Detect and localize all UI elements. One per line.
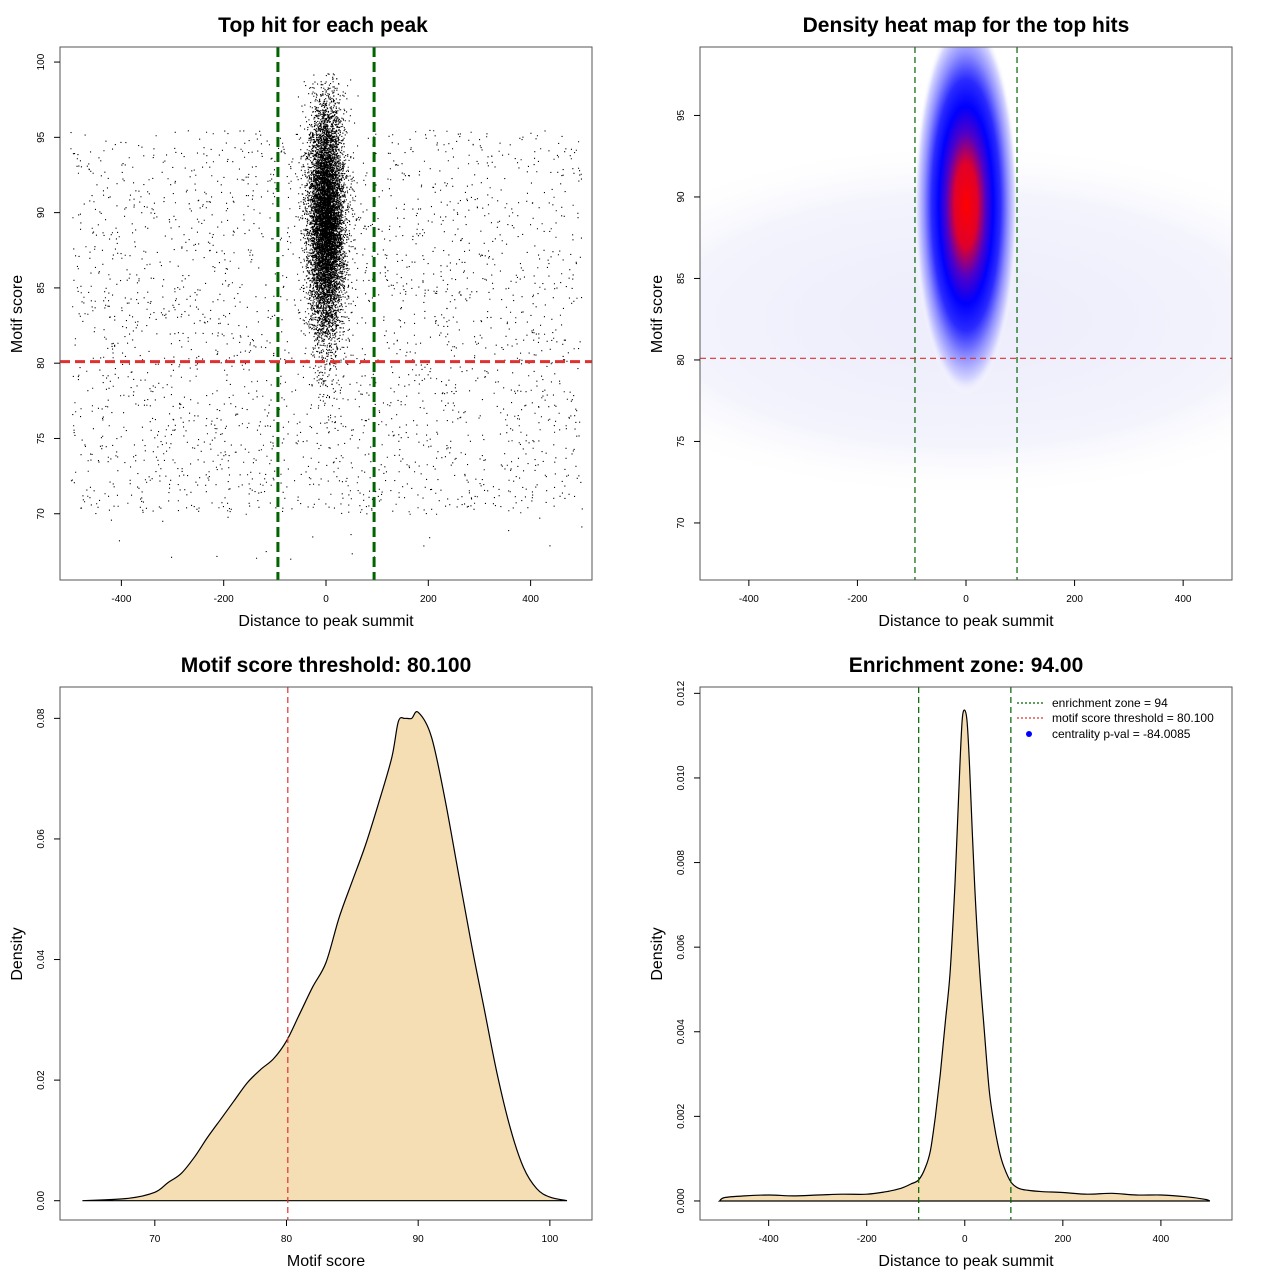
scatter-point-cloud xyxy=(70,73,583,560)
heatmap-xlabel: Distance to peak summit xyxy=(878,613,1054,630)
scatter-y-tick-label: 85 xyxy=(36,282,47,294)
score-density-x-tick-label: 70 xyxy=(149,1234,161,1245)
scatter-y-tick-label: 90 xyxy=(36,207,47,219)
score-density-x-tick-label: 80 xyxy=(281,1234,293,1245)
distance-density-frame xyxy=(699,686,1233,1221)
scatter-reference-lines xyxy=(60,47,592,580)
score-density-y-tick-label: 0.06 xyxy=(36,829,47,849)
distance-density-area xyxy=(717,709,1211,1202)
score-density-x-tick-label: 100 xyxy=(542,1234,559,1245)
scatter-x-tick-label: -400 xyxy=(111,594,131,605)
heatmap-ylabel: Motif score xyxy=(649,275,666,353)
distance-density-x-tick-label: -200 xyxy=(857,1234,877,1245)
distance-density-y-tick-label: 0.004 xyxy=(676,1019,687,1044)
legend-enrichment-label: enrichment zone = 94 xyxy=(1052,696,1168,710)
heatmap-x-axis: -400 -200 0 200 400 xyxy=(739,580,1192,605)
heatmap-x-tick-label: 0 xyxy=(963,594,969,605)
distance-density-x-tick-label: 400 xyxy=(1153,1234,1170,1245)
scatter-ylabel: Motif score xyxy=(9,275,26,353)
score-density-title: Motif score threshold: 80.100 xyxy=(181,654,472,677)
score-density-y-tick-label: 0.02 xyxy=(36,1070,47,1090)
scatter-x-tick-label: 0 xyxy=(323,594,329,605)
scatter-x-tick-label: 200 xyxy=(420,594,437,605)
legend: enrichment zone = 94 motif score thresho… xyxy=(1017,696,1214,741)
scatter-y-tick-label: 70 xyxy=(36,508,47,520)
scatter-y-tick-label: 80 xyxy=(36,357,47,369)
distance-density-y-tick-label: 0.010 xyxy=(676,765,687,790)
heatmap-density-blob xyxy=(914,47,1018,396)
score-density-area xyxy=(82,711,568,1202)
score-density-xlabel: Motif score xyxy=(287,1253,365,1270)
distance-density-title: Enrichment zone: 94.00 xyxy=(849,654,1084,677)
scatter-panel: Top hit for each peak -400 -200 0 200 400 70… xyxy=(9,14,593,630)
score-density-x-tick-label: 90 xyxy=(413,1234,425,1245)
scatter-x-tick-label: -200 xyxy=(214,594,234,605)
heatmap-surface xyxy=(700,47,1232,500)
score-density-y-tick-label: 0.08 xyxy=(36,708,47,728)
distance-density-reference-lines xyxy=(918,687,1012,1220)
scatter-xlabel: Distance to peak summit xyxy=(238,613,414,630)
legend-threshold-label: motif score threshold = 80.100 xyxy=(1052,711,1214,725)
heatmap-y-tick-label: 90 xyxy=(676,191,687,203)
scatter-y-tick-label: 75 xyxy=(36,432,47,444)
distance-density-x-tick-label: -400 xyxy=(759,1234,779,1245)
distance-density-x-axis: -400 -200 0 200 400 xyxy=(759,1220,1170,1245)
score-density-y-tick-label: 0.04 xyxy=(36,949,47,969)
heatmap-y-tick-label: 80 xyxy=(676,354,687,366)
score-density-ylabel: Density xyxy=(9,927,26,980)
scatter-y-axis: 70 75 80 85 90 95 100 xyxy=(36,53,60,519)
scatter-title: Top hit for each peak xyxy=(218,14,428,37)
heatmap-x-tick-label: -200 xyxy=(847,594,867,605)
heatmap-reference-lines xyxy=(700,47,1232,580)
distance-density-y-tick-label: 0.002 xyxy=(676,1103,687,1128)
distance-density-y-tick-label: 0.006 xyxy=(676,934,687,959)
distance-density-ylabel: Density xyxy=(649,927,666,980)
scatter-y-tick-label: 100 xyxy=(36,53,47,70)
scatter-points xyxy=(70,73,583,560)
distance-density-xlabel: Distance to peak summit xyxy=(878,1253,1054,1270)
distance-density-y-tick-label: 0.000 xyxy=(676,1188,687,1213)
heatmap-y-tick-label: 95 xyxy=(676,109,687,121)
scatter-x-axis: -400 -200 0 200 400 xyxy=(111,580,539,605)
heatmap-panel: Density heat map for the top hits -400 -2… xyxy=(649,14,1233,630)
score-density-y-tick-label: 0.00 xyxy=(36,1191,47,1211)
distance-density-panel: Enrichment zone: 94.00 -400 -200 0 200 400 0… xyxy=(649,654,1233,1270)
heatmap-x-tick-label: 400 xyxy=(1175,594,1192,605)
score-density-y-axis: 0.00 0.02 0.04 0.06 0.08 xyxy=(36,708,60,1210)
distance-density-x-tick-label: 0 xyxy=(962,1234,968,1245)
distance-density-y-axis: 0.000 0.002 0.004 0.006 0.008 0.010 0.012 xyxy=(676,680,700,1213)
legend-pval-swatch xyxy=(1026,731,1032,737)
heatmap-y-axis: 70 75 80 85 90 95 xyxy=(676,109,700,529)
distance-density-x-tick-label: 200 xyxy=(1054,1234,1071,1245)
heatmap-y-tick-label: 70 xyxy=(676,517,687,529)
score-density-x-axis: 70 80 90 100 xyxy=(149,1220,559,1245)
heatmap-y-tick-label: 75 xyxy=(676,435,687,447)
heatmap-x-tick-label: -400 xyxy=(739,594,759,605)
heatmap-y-tick-label: 85 xyxy=(676,272,687,284)
scatter-x-tick-label: 400 xyxy=(522,594,539,605)
score-density-frame xyxy=(59,686,593,1221)
score-density-panel: Motif score threshold: 80.100 70 80 90 100 … xyxy=(9,654,593,1270)
heatmap-x-tick-label: 200 xyxy=(1066,594,1083,605)
heatmap-title: Density heat map for the top hits xyxy=(803,14,1130,37)
distance-density-y-tick-label: 0.012 xyxy=(676,680,687,705)
scatter-y-tick-label: 95 xyxy=(36,131,47,143)
distance-density-y-tick-label: 0.008 xyxy=(676,850,687,875)
legend-pval-label: centrality p-val = -84.0085 xyxy=(1052,727,1191,741)
